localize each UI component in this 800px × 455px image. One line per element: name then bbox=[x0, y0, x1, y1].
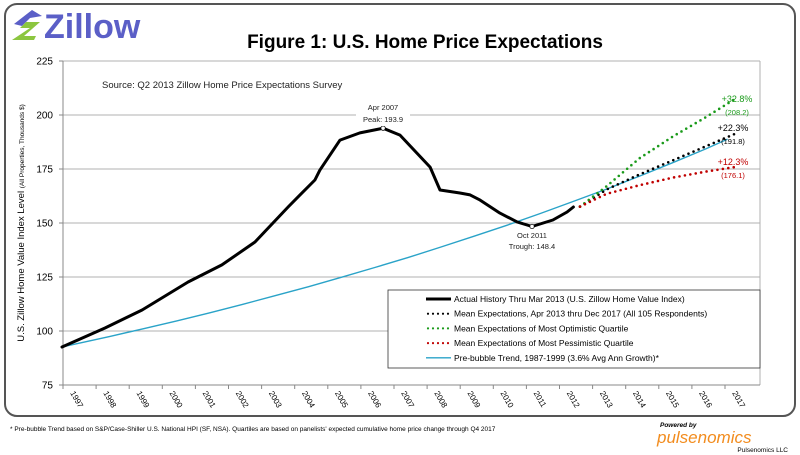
brand-text: pulsenomics bbox=[656, 428, 752, 447]
y-tick-label: 175 bbox=[36, 165, 53, 176]
logo-roof-icon bbox=[14, 10, 42, 26]
annotation-line1: Oct 2011 bbox=[517, 231, 547, 240]
annotation-line2: (176.1) bbox=[721, 171, 745, 180]
legend-item: Mean Expectations of Most Pessimistic Qu… bbox=[454, 338, 634, 348]
series-line-2 bbox=[578, 96, 739, 208]
svg-text:U.S. Zillow Home Value Index L: U.S. Zillow Home Value Index Level (All … bbox=[16, 104, 27, 342]
y-tick-label: 200 bbox=[36, 111, 53, 122]
logo-text: Zillow bbox=[44, 8, 141, 46]
legend-item: Actual History Thru Mar 2013 (U.S. Zillo… bbox=[454, 294, 685, 304]
footnote: * Pre-bubble Trend based on S&P/Case-Shi… bbox=[10, 426, 496, 433]
annotation-line1: +32.8% bbox=[722, 94, 753, 104]
y-tick-label: 150 bbox=[36, 219, 53, 230]
legend-item: Mean Expectations of Most Optimistic Qua… bbox=[454, 323, 629, 333]
annotation-line1: Apr 2007 bbox=[368, 103, 398, 112]
peak-marker bbox=[380, 125, 386, 131]
y-tick-label: 75 bbox=[42, 381, 54, 392]
series-line-0 bbox=[60, 126, 575, 349]
annotation-line2: (191.8) bbox=[721, 137, 745, 146]
y-tick-label: 125 bbox=[36, 273, 53, 284]
source-note: Source: Q2 2013 Zillow Home Price Expect… bbox=[102, 80, 342, 91]
trough-marker bbox=[529, 223, 535, 230]
zillow-logo: Zillow bbox=[12, 8, 141, 46]
y-axis-title: U.S. Zillow Home Value Index Level bbox=[16, 191, 27, 342]
powered-by-text: Powered by bbox=[660, 422, 697, 429]
annotation-line1: +12.3% bbox=[718, 157, 749, 167]
annotation-line2: Peak: 193.9 bbox=[363, 115, 403, 124]
series-line-1 bbox=[578, 131, 739, 208]
logo-z-icon bbox=[12, 22, 40, 40]
y-axis-units: (All Properties, Thousands $) bbox=[19, 104, 26, 188]
annotation-line2: Trough: 148.4 bbox=[509, 242, 555, 251]
y-axis-label: U.S. Zillow Home Value Index Level (All … bbox=[16, 104, 27, 342]
company-text: Pulsenomics LLC bbox=[737, 447, 788, 454]
legend-item: Mean Expectations, Apr 2013 thru Dec 201… bbox=[454, 309, 707, 319]
annotation-line1: +22.3% bbox=[718, 123, 749, 133]
chart-title: Figure 1: U.S. Home Price Expectations bbox=[247, 32, 603, 53]
y-tick-label: 225 bbox=[36, 57, 53, 68]
annotation-background bbox=[356, 102, 410, 126]
legend-box bbox=[387, 289, 761, 369]
annotation-line2: (208.2) bbox=[725, 108, 749, 117]
pulsenomics-logo: Powered by pulsenomics Pulsenomics LLC bbox=[656, 422, 788, 454]
legend-item: Pre-bubble Trend, 1987-1999 (3.6% Avg An… bbox=[454, 353, 660, 363]
series-line-3 bbox=[578, 165, 739, 208]
y-tick-label: 100 bbox=[36, 327, 53, 338]
